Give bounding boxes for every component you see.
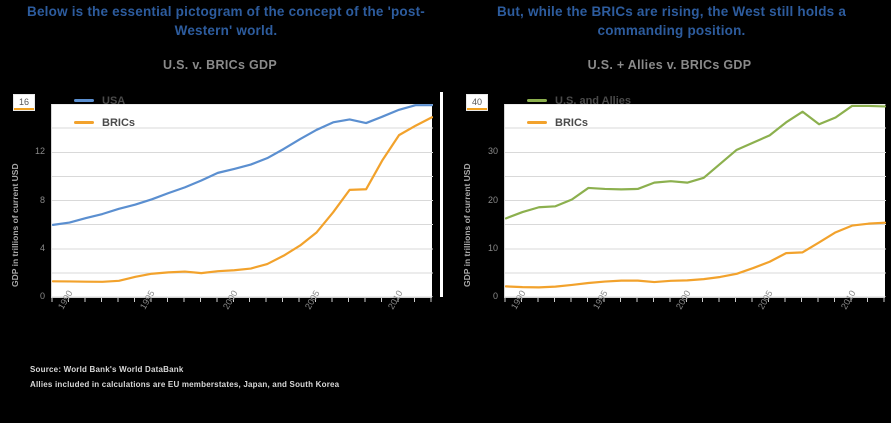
footnote-source: Source: World Bank's World DataBank [30, 365, 184, 374]
headline-left: Below is the essential pictogram of the … [27, 4, 425, 38]
y-tick-label: 12 [34, 146, 45, 157]
legend-item-2[interactable]: BRICs [527, 114, 631, 131]
legend-item-2[interactable]: BRICs [74, 114, 135, 131]
legend-label: BRICs [102, 116, 136, 129]
legend-item-1[interactable]: U.S. and Allies [527, 92, 631, 109]
legend-swatch-icon [527, 99, 547, 102]
panel-divider [440, 92, 443, 297]
y-tick-label: 30 [487, 146, 498, 157]
y-tick-label: 8 [39, 194, 45, 205]
series-line-1 [505, 104, 886, 220]
y-tick-highlight: 40 [467, 95, 488, 110]
chart-title-right: U.S. + Allies v. BRICs GDP [587, 58, 752, 72]
footnote-allies: Allies included in calculations are EU m… [30, 380, 340, 389]
y-tick-label: 4 [39, 242, 45, 253]
series-line-1 [52, 104, 433, 226]
chart-legend: U.S. and Allies BRICs [527, 92, 631, 136]
y-axis-title: GDP in trillions of current USD [10, 163, 20, 287]
headline-right: But, while the BRICs are rising, the Wes… [496, 4, 847, 38]
chart-panel-allies-vs-brics: U.S. + Allies v. BRICs GDP GDP in trilli… [448, 52, 891, 352]
plot-area [504, 104, 886, 297]
legend-swatch-icon [74, 99, 94, 102]
y-tick-label: 20 [487, 194, 498, 205]
y-tick-highlight: 16 [14, 95, 35, 110]
legend-label: USA [102, 94, 126, 107]
footnotes: Source: World Bank's World DataBank Alli… [30, 362, 339, 392]
y-tick-label: 10 [487, 242, 498, 253]
legend-label: BRICs [555, 116, 589, 129]
y-tick-label: 0 [39, 291, 45, 301]
plot-area [51, 104, 433, 297]
legend-label: U.S. and Allies [555, 94, 632, 107]
x-axis-ticks [504, 297, 885, 302]
x-axis-ticks [51, 297, 432, 302]
y-tick-label: 0 [492, 291, 498, 301]
chart-legend: USA BRICs [74, 92, 135, 136]
series-line-2 [505, 221, 886, 289]
y-axis-title: GDP in trillions of current USD [462, 163, 472, 287]
legend-swatch-icon [527, 121, 547, 124]
series-line-2 [52, 116, 433, 283]
chart-panel-usa-vs-brics: U.S. v. BRICs GDP GDP in trillions of cu… [0, 52, 440, 352]
legend-item-1[interactable]: USA [74, 92, 135, 109]
chart-title-left: U.S. v. BRICs GDP [163, 58, 277, 72]
legend-swatch-icon [74, 121, 94, 124]
